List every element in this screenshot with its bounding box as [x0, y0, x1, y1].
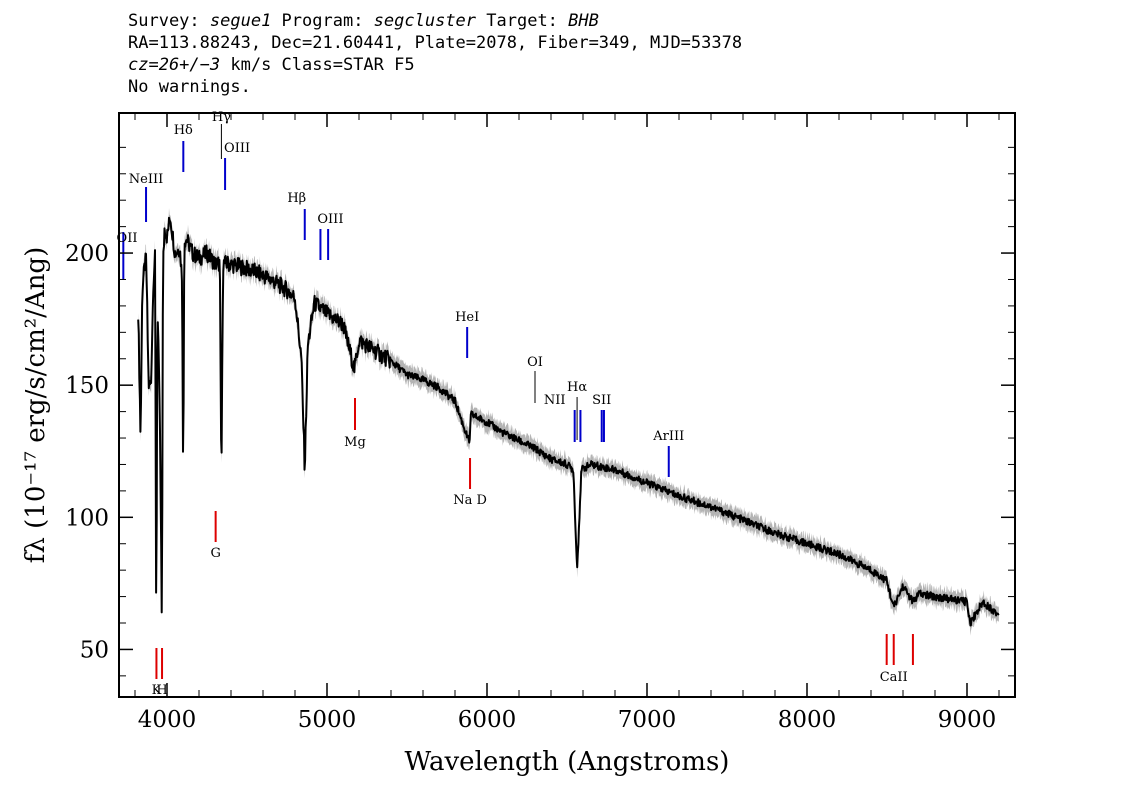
- y-tick-label: 50: [80, 637, 109, 663]
- header-line-warnings: No warnings.: [128, 77, 251, 97]
- emission-line-label: OI: [527, 355, 543, 370]
- emission-line-label: OIII: [224, 141, 250, 156]
- absorption-line-label: Na D: [453, 493, 487, 508]
- program-value: segcluster: [373, 11, 477, 31]
- x-tick-label: 9000: [938, 707, 997, 733]
- redshift-value: cz=26+/−3: [128, 55, 221, 75]
- emission-line-label: ArIII: [652, 429, 684, 444]
- header-line-survey: Survey: segue1 Program: segcluster Targe…: [128, 10, 742, 32]
- plot-frame: [118, 112, 1016, 698]
- x-axis-title: Wavelength (Angstroms): [405, 747, 730, 777]
- y-axis-title: fλ (10⁻¹⁷ erg/s/cm²/Ang): [21, 247, 51, 563]
- y-tick-label: 150: [65, 373, 109, 399]
- x-tick-label: 8000: [778, 707, 837, 733]
- y-tick-label: 100: [65, 505, 109, 531]
- emission-line-label: Hβ: [287, 191, 306, 206]
- emission-line-label: NeIII: [129, 172, 163, 187]
- target-value: BHB: [568, 11, 599, 31]
- emission-line-label: OIII: [317, 212, 343, 227]
- absorption-line-label: G: [210, 546, 220, 561]
- survey-label: Survey:: [128, 11, 210, 31]
- flux-error-band: [138, 208, 999, 636]
- redshift-class: km/s Class=STAR F5: [220, 55, 415, 75]
- spectrum-header: Survey: segue1 Program: segcluster Targe…: [128, 10, 742, 98]
- x-tick-label: 7000: [618, 707, 677, 733]
- absorption-line-label: K: [152, 683, 162, 698]
- emission-line-label: NII: [544, 393, 566, 408]
- emission-line-label: Hδ: [174, 123, 193, 138]
- target-label: Target:: [476, 11, 569, 31]
- x-tick-label: 5000: [298, 707, 357, 733]
- flux-series-line: [137, 216, 1000, 627]
- header-line-redshift: cz=26+/−3 km/s Class=STAR F5: [128, 54, 742, 76]
- error-band-layer: [138, 208, 999, 636]
- y-tick-label: 200: [65, 241, 109, 267]
- absorption-line-label: CaII: [880, 670, 908, 685]
- survey-value: segue1: [209, 11, 272, 31]
- x-tick-label: 6000: [458, 707, 517, 733]
- program-label: Program:: [271, 11, 374, 31]
- x-tick-label: 4000: [138, 707, 197, 733]
- emission-line-label: HeI: [455, 310, 479, 325]
- absorption-line-label: H: [156, 683, 167, 698]
- emission-line-label: Hα: [567, 380, 587, 395]
- header-line-coordinates: RA=113.88243, Dec=21.60441, Plate=2078, …: [128, 33, 743, 53]
- spectral-line-markers: OIINeIIIHδHγOIIIHβOIIIHeIOINIIHαSIIArIII…: [117, 110, 914, 698]
- axis-ticks: 4000 5000 6000 7000 8000 9000 50 100 150 200: [65, 113, 1015, 733]
- emission-line-label: SII: [592, 393, 611, 408]
- absorption-line-label: Mg: [344, 435, 366, 450]
- emission-line-label: OII: [117, 231, 138, 246]
- flux-line-layer: [137, 216, 1000, 627]
